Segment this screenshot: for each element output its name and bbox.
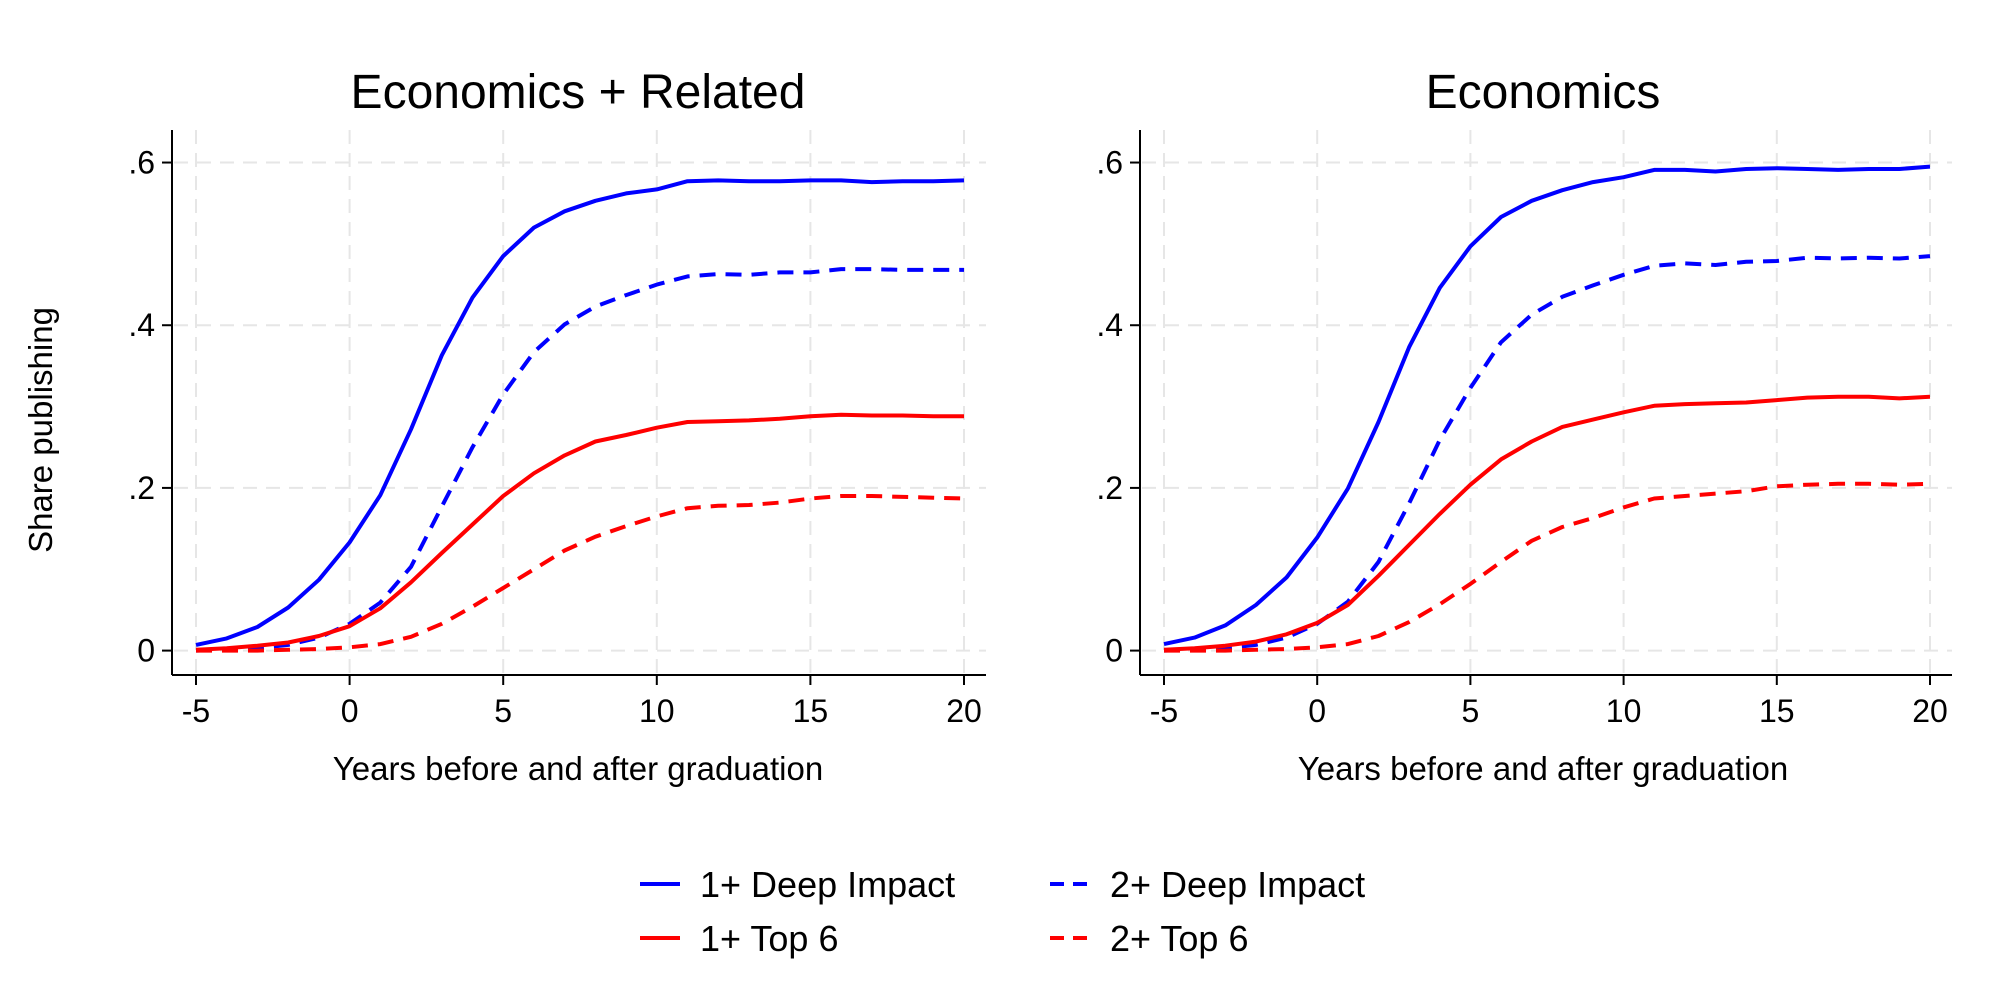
panel-title: Economics + Related xyxy=(351,66,806,119)
y-tick-label: .6 xyxy=(1096,145,1123,181)
legend-label: 2+ Top 6 xyxy=(1110,918,1248,959)
x-tick-label: 15 xyxy=(793,693,829,729)
series-line-2-plus-deep-impact xyxy=(1163,254,1931,653)
panel-economics-related: Economics + Related Share publishing Yea… xyxy=(22,66,986,787)
y-tick-label: .6 xyxy=(128,145,155,181)
x-tick-label: -5 xyxy=(1150,693,1178,729)
gridlines xyxy=(1142,130,1952,673)
y-axis-label: Share publishing xyxy=(22,307,59,553)
x-tick-label: 0 xyxy=(1308,693,1326,729)
x-tick-label: 20 xyxy=(1912,693,1948,729)
x-tick-label: -5 xyxy=(182,693,210,729)
legend-item-2-deep-impact: 2+ Deep Impact xyxy=(1050,864,1365,905)
x-tick-label: 10 xyxy=(639,693,675,729)
legend-label: 2+ Deep Impact xyxy=(1110,864,1365,905)
x-axis-label: Years before and after graduation xyxy=(333,750,823,787)
legend-label: 1+ Top 6 xyxy=(700,918,838,959)
legend-item-1-deep-impact: 1+ Deep Impact xyxy=(640,864,955,905)
y-tick-label: .4 xyxy=(1096,307,1123,343)
x-tick-label: 0 xyxy=(341,693,359,729)
x-tick-label: 5 xyxy=(1462,693,1480,729)
y-tick-label: .2 xyxy=(128,470,155,506)
x-tick-label: 15 xyxy=(1759,693,1795,729)
panel-title: Economics xyxy=(1426,66,1661,119)
x-tick-label: 10 xyxy=(1606,693,1642,729)
legend-label: 1+ Deep Impact xyxy=(700,864,955,905)
panel-economics: Economics Years before and after graduat… xyxy=(1096,66,1952,787)
legend: 1+ Deep Impact 2+ Deep Impact 1+ Top 6 2… xyxy=(640,864,1365,959)
x-axis-label: Years before and after graduation xyxy=(1298,750,1788,787)
legend-item-2-top-6: 2+ Top 6 xyxy=(1050,918,1248,959)
series-line-1-plus-top-6 xyxy=(1163,394,1931,652)
series-line-1-plus-deep-impact xyxy=(195,178,965,647)
series-group xyxy=(195,178,965,653)
series-line-2-plus-deep-impact xyxy=(195,267,964,653)
legend-item-1-top-6: 1+ Top 6 xyxy=(640,918,838,959)
y-tick-label: 0 xyxy=(137,633,155,669)
series-line-1-plus-deep-impact xyxy=(1163,164,1931,647)
x-tick-label: 20 xyxy=(946,693,982,729)
y-tick-label: 0 xyxy=(1105,633,1123,669)
series-group xyxy=(1163,164,1931,653)
y-tick-label: .4 xyxy=(128,307,155,343)
gridlines xyxy=(174,130,986,673)
series-line-1-plus-top-6 xyxy=(195,412,964,652)
y-tick-label: .2 xyxy=(1096,470,1123,506)
x-tick-label: 5 xyxy=(494,693,512,729)
